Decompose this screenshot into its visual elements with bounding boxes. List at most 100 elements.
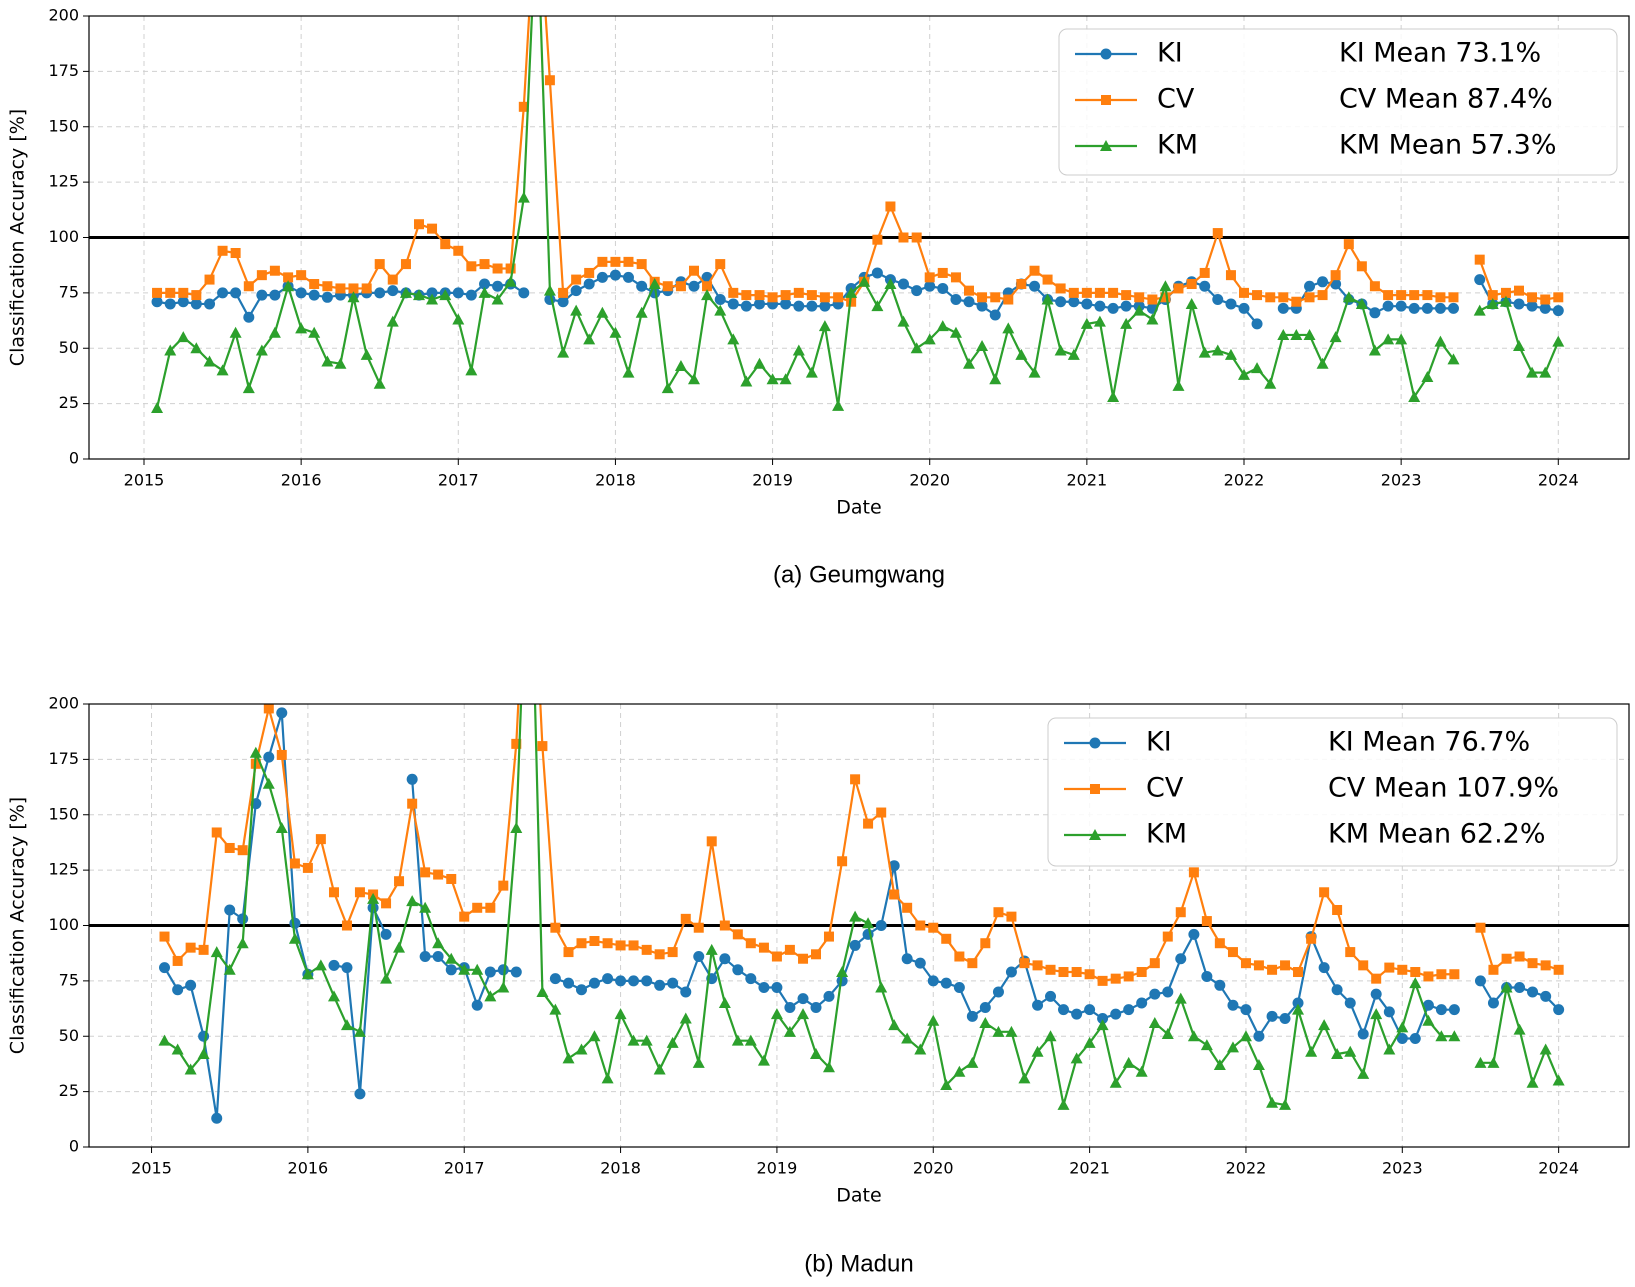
data-point bbox=[963, 357, 975, 369]
data-point bbox=[589, 936, 600, 947]
data-point bbox=[400, 259, 411, 270]
data-point bbox=[719, 953, 731, 965]
data-point bbox=[1057, 1098, 1070, 1110]
data-point bbox=[1487, 1056, 1500, 1068]
data-point bbox=[888, 860, 900, 872]
data-point bbox=[347, 291, 360, 303]
series-line bbox=[555, 865, 1455, 1040]
data-point bbox=[1093, 315, 1106, 327]
data-point bbox=[322, 281, 333, 292]
data-point bbox=[1357, 1028, 1369, 1040]
data-point bbox=[172, 984, 184, 996]
data-point bbox=[897, 315, 910, 327]
data-point bbox=[1397, 964, 1408, 975]
data-point bbox=[1045, 964, 1056, 975]
data-point bbox=[557, 346, 570, 358]
data-point bbox=[491, 293, 504, 305]
data-point bbox=[1041, 293, 1054, 305]
series-line bbox=[163, 704, 1455, 1107]
data-point bbox=[622, 366, 635, 378]
data-point bbox=[1474, 254, 1485, 265]
data-point bbox=[295, 322, 308, 334]
data-point bbox=[354, 887, 365, 898]
data-point bbox=[990, 292, 1001, 303]
data-point bbox=[164, 298, 176, 310]
data-point bbox=[1553, 292, 1564, 303]
data-point bbox=[1096, 1019, 1109, 1031]
data-point bbox=[484, 966, 496, 978]
data-point bbox=[1199, 280, 1211, 292]
data-point bbox=[688, 280, 700, 292]
data-point bbox=[1055, 296, 1067, 308]
data-point bbox=[1303, 328, 1316, 340]
data-point bbox=[1553, 964, 1564, 975]
data-point bbox=[1370, 988, 1382, 1000]
legend-label: CV bbox=[1146, 773, 1184, 804]
data-point bbox=[1526, 366, 1539, 378]
data-point bbox=[832, 399, 845, 411]
legend-note: CV Mean 107.9% bbox=[1328, 773, 1559, 804]
data-point bbox=[576, 938, 587, 949]
data-point bbox=[1434, 302, 1446, 314]
data-point bbox=[1279, 1013, 1291, 1025]
data-point bbox=[1253, 960, 1264, 971]
data-point bbox=[373, 377, 386, 389]
legend-marker bbox=[1101, 95, 1111, 105]
data-point bbox=[897, 278, 909, 290]
data-point bbox=[485, 902, 496, 913]
data-point bbox=[910, 342, 923, 354]
data-point bbox=[597, 256, 608, 267]
data-point bbox=[927, 1014, 940, 1026]
data-point bbox=[1292, 997, 1304, 1009]
data-point bbox=[1474, 1056, 1487, 1068]
legend-note: KI Mean 73.1% bbox=[1339, 38, 1541, 69]
data-point bbox=[171, 1043, 184, 1055]
data-point bbox=[1395, 333, 1408, 345]
data-point bbox=[1018, 1072, 1031, 1084]
data-point bbox=[648, 278, 661, 290]
data-point bbox=[315, 834, 326, 845]
data-point bbox=[1185, 297, 1198, 309]
data-point bbox=[1264, 377, 1277, 389]
data-point bbox=[159, 962, 171, 974]
data-point bbox=[1292, 1003, 1305, 1015]
x-tick-label: 2023 bbox=[1381, 471, 1422, 490]
data-point bbox=[1539, 1043, 1552, 1055]
data-point bbox=[563, 977, 575, 989]
data-point bbox=[353, 1025, 366, 1037]
data-point bbox=[1029, 280, 1041, 292]
data-point bbox=[394, 876, 405, 887]
data-point bbox=[1318, 962, 1330, 974]
data-point bbox=[780, 298, 792, 310]
data-point bbox=[628, 975, 640, 987]
data-point bbox=[216, 364, 229, 376]
data-point bbox=[1200, 1039, 1213, 1051]
data-point bbox=[876, 807, 887, 818]
data-point bbox=[237, 913, 249, 925]
data-point bbox=[1449, 969, 1460, 980]
data-point bbox=[1084, 1004, 1096, 1016]
y-tick-label: 100 bbox=[48, 915, 79, 934]
data-point bbox=[819, 300, 831, 312]
data-point bbox=[204, 298, 216, 310]
data-point bbox=[898, 232, 909, 243]
data-point bbox=[1369, 307, 1381, 319]
data-point bbox=[302, 862, 313, 873]
data-point bbox=[810, 1001, 822, 1013]
data-point bbox=[849, 939, 861, 951]
data-point bbox=[262, 777, 275, 789]
subplot: 0 25 50 75 100 125 150 175 200 2015 2016 2017 2018 20… bbox=[7, 6, 1630, 588]
data-point bbox=[1475, 922, 1486, 933]
data-point bbox=[714, 294, 726, 306]
data-point bbox=[976, 340, 989, 352]
data-point bbox=[588, 1030, 601, 1042]
data-point bbox=[1266, 1096, 1279, 1108]
data-point bbox=[504, 275, 517, 287]
data-point bbox=[1319, 887, 1330, 898]
data-point bbox=[1396, 1032, 1408, 1044]
data-point bbox=[836, 975, 848, 987]
data-point bbox=[609, 326, 622, 338]
data-point bbox=[940, 1078, 953, 1090]
x-tick-label: 2023 bbox=[1382, 1159, 1423, 1178]
data-point bbox=[190, 298, 202, 310]
